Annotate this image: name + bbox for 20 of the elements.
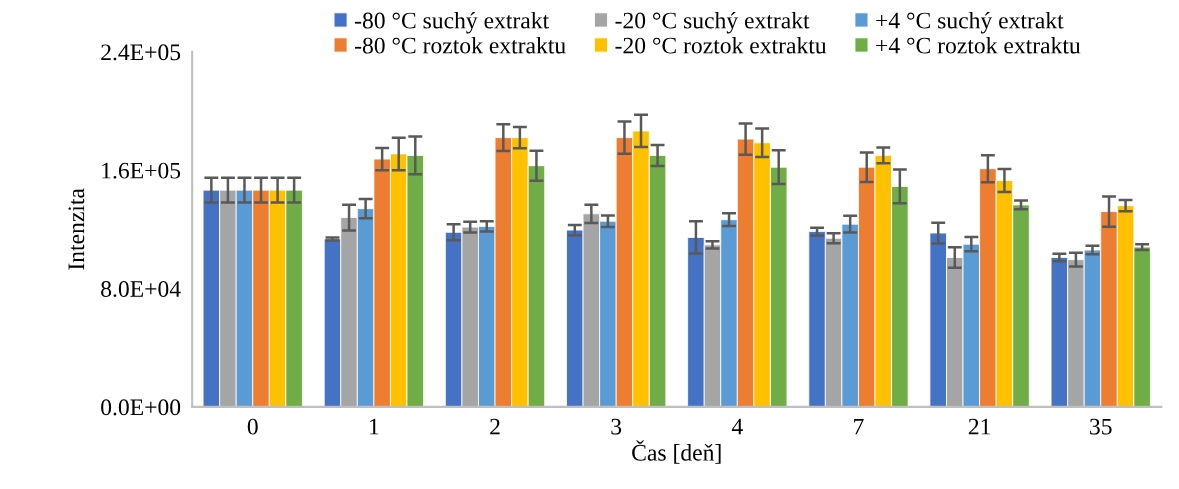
legend-label: -20 °C suchý extrakt [615,11,810,34]
x-tick-label: 0 [247,418,258,435]
x-tick-label: 1 [370,418,379,435]
legend-label: -80 °C roztok extraktu [355,36,566,54]
x-tick-label: 2 [490,418,500,435]
y-tick-label: 0.0E+00 [101,399,181,416]
legend-label: +4 °C suchý extrakt [876,11,1064,34]
y-axis-title: Intenzita [68,188,85,270]
x-tick-label: 21 [968,418,990,435]
legend-label: -20 °C roztok extraktu [615,36,827,54]
x-tick-label: 35 [1090,418,1112,435]
y-tick-label: 1.6E+05 [102,162,181,179]
y-tick-label: 2.4E+05 [101,44,181,61]
y-tick-label: 8.0E+04 [101,281,181,298]
legend-label: -80 °C suchý extrakt [355,11,550,34]
x-tick-label: 7 [854,418,864,435]
x-tick-label: 4 [731,418,743,435]
legend-label: +4 °C roztok extraktu [876,36,1081,54]
x-tick-label: 3 [611,418,622,435]
x-axis-title: Čas [deň] [632,440,721,464]
